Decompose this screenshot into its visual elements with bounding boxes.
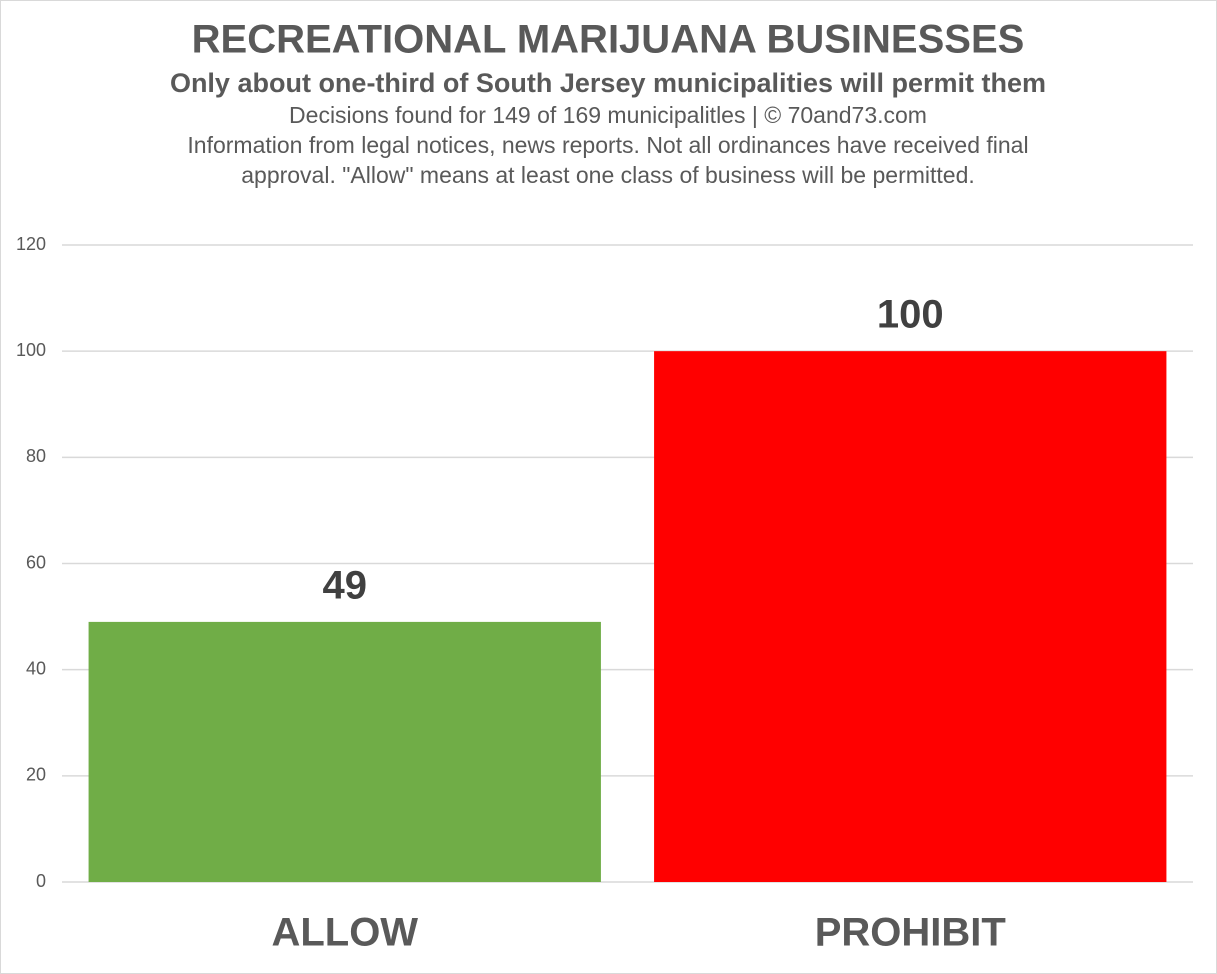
data-label: 49	[323, 563, 368, 607]
chart-note: Information from legal notices, news rep…	[187, 132, 1028, 158]
bar	[88, 621, 601, 882]
x-tick-label: PROHIBIT	[815, 911, 1006, 955]
y-tick-label: 40	[26, 658, 46, 678]
chart-title: RECREATIONAL MARIJUANA BUSINESSES	[192, 18, 1025, 62]
chart-subtitle: Only about one-third of South Jersey mun…	[170, 68, 1046, 98]
y-tick-label: 20	[26, 765, 46, 785]
y-tick-label: 80	[26, 446, 46, 466]
data-label: 100	[877, 293, 944, 337]
bar	[654, 351, 1167, 883]
y-tick-label: 100	[16, 340, 46, 360]
y-tick-label: 0	[36, 871, 46, 891]
y-tick-label: 60	[26, 552, 46, 572]
y-tick-label: 120	[16, 234, 46, 254]
chart-note: Decisions found for 149 of 169 municipal…	[289, 102, 927, 128]
chart-note: approval. "Allow" means at least one cla…	[241, 162, 975, 188]
x-tick-label: ALLOW	[271, 911, 418, 955]
